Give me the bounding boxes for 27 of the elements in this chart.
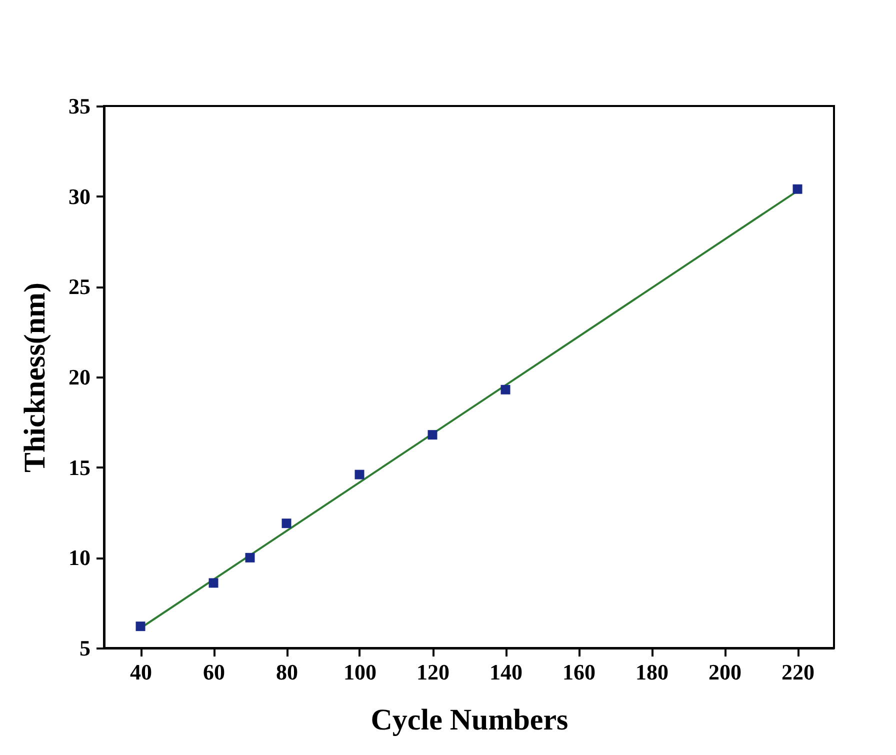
y-axis-title: Thickness(nm) (18, 282, 52, 473)
x-tick-label: 180 (636, 660, 668, 684)
x-tick-label: 80 (276, 660, 298, 684)
point (136, 622, 146, 632)
y-tick-label: 25 (68, 274, 90, 300)
y-tick-label: 35 (68, 94, 90, 118)
point (792, 184, 802, 194)
x-tick-label: 140 (490, 660, 522, 684)
x-tick-label: 120 (416, 660, 450, 684)
y-tick-label: 10 (68, 545, 90, 570)
x-tick-label: 100 (344, 660, 376, 684)
y-tick-label: 30 (68, 184, 90, 209)
point (500, 384, 510, 394)
x-tick-label: 40 (130, 660, 152, 684)
point (282, 518, 292, 528)
x-tick-label: 160 (562, 660, 596, 684)
y-tick-label: 5 (80, 636, 90, 660)
x-tick-label: 200 (708, 660, 742, 684)
point (208, 578, 218, 588)
x-tick-label: 220 (782, 660, 814, 684)
point (354, 470, 364, 480)
x-tick-label: 60 (203, 660, 225, 684)
point (428, 430, 438, 440)
x-axis-title: Cycle Numbers (370, 704, 568, 736)
y-tick-label: 15 (68, 454, 90, 480)
y-tick-label: 20 (68, 364, 90, 390)
point (245, 552, 255, 562)
